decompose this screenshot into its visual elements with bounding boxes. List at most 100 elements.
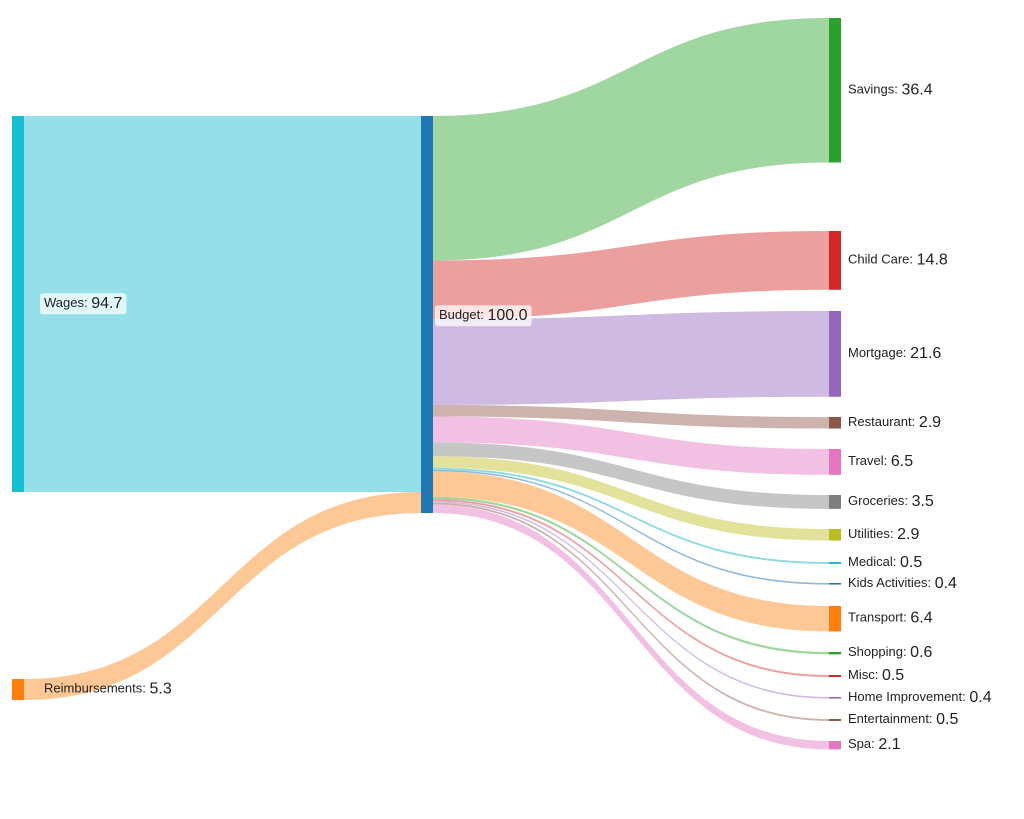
target-groceries-label-value: 3.5 [912,493,934,510]
hub-budget-label: Budget: 100.0 [435,305,532,327]
source-reimb-label: Reimbursements: 5.3 [44,681,172,698]
sankey-labels: Wages: 94.7 Reimbursements: 5.3 Budget: 10… [40,81,992,753]
node-travel [829,449,841,475]
link-budget-to-childcare [433,231,829,320]
target-travel-label-name: Travel: [848,453,891,468]
target-entertainment-label-name: Entertainment: [848,711,936,726]
node-kids [829,583,841,585]
svg-text:Child Care: 14.8: Child Care: 14.8 [848,252,948,269]
target-shopping-label-name: Shopping: [848,645,910,660]
target-medical-label: Medical: 0.5 [848,554,922,571]
link-budget-to-restaurant [433,405,829,429]
target-childcare-label: Child Care: 14.8 [848,252,948,269]
target-mortgage-label-value: 21.6 [910,345,941,362]
target-savings-label: Savings: 36.4 [848,81,933,98]
svg-text:Restaurant: 2.9: Restaurant: 2.9 [848,414,941,431]
svg-text:Wages: 94.7: Wages: 94.7 [44,295,122,312]
target-misc-label-value: 0.5 [882,667,904,684]
target-spa-label-name: Spa: [848,737,878,752]
node-shopping [829,652,841,655]
target-misc-label: Misc: 0.5 [848,667,904,684]
target-restaurant-label-value: 2.9 [919,414,941,431]
node-spa [829,741,841,750]
hub-budget-label-value: 100.0 [487,307,527,324]
node-childcare [829,231,841,290]
target-utilities-label-name: Utilities: [848,526,897,541]
link-budget-to-misc [433,499,829,677]
link-budget-to-travel [433,416,829,475]
link-budget-to-spa [433,504,829,750]
node-budget [421,116,433,513]
svg-text:Travel: 6.5: Travel: 6.5 [848,453,913,470]
node-mortgage [829,311,841,397]
target-mortgage-label: Mortgage: 21.6 [848,345,941,362]
svg-text:Utilities: 2.9: Utilities: 2.9 [848,526,919,543]
link-budget-to-transport [433,471,829,632]
target-medical-label-name: Medical: [848,554,900,569]
target-entertainment-label-value: 0.5 [936,711,958,728]
target-shopping-label-value: 0.6 [910,644,932,661]
node-misc [829,675,841,677]
link-budget-to-medical [433,467,829,564]
sankey-links [24,18,829,750]
svg-text:Misc: 0.5: Misc: 0.5 [848,667,904,684]
source-reimb-label-name: Reimbursements: [44,681,149,696]
link-wages-to-budget [24,116,421,492]
svg-text:Budget: 100.0: Budget: 100.0 [439,307,528,324]
target-transport-label-name: Transport: [848,610,910,625]
target-homeimp-label-name: Home Improvement: [848,689,969,704]
svg-text:Transport: 6.4: Transport: 6.4 [848,610,933,627]
target-medical-label-value: 0.5 [900,554,922,571]
link-budget-to-utilities [433,456,829,541]
target-childcare-label-name: Child Care: [848,252,917,267]
node-transport [829,606,841,632]
target-kids-label: Kids Activities: 0.4 [848,575,957,592]
target-transport-label: Transport: 6.4 [848,610,933,627]
link-budget-to-kids [433,469,829,585]
node-groceries [829,495,841,509]
target-groceries-label-name: Groceries: [848,493,912,508]
sankey-nodes [12,18,841,750]
source-wages-label-bg [40,293,127,315]
node-homeimp [829,697,841,699]
node-utilities [829,529,841,541]
svg-text:Groceries: 3.5: Groceries: 3.5 [848,493,934,510]
target-savings-label-value: 36.4 [901,81,932,98]
target-utilities-label: Utilities: 2.9 [848,526,919,543]
svg-text:Savings: 36.4: Savings: 36.4 [848,81,933,98]
svg-text:Mortgage: 21.6: Mortgage: 21.6 [848,345,941,362]
link-budget-to-shopping [433,496,829,655]
svg-text:Spa: 2.1: Spa: 2.1 [848,736,901,753]
target-travel-label-value: 6.5 [891,453,913,470]
hub-budget-label-bg [435,305,532,327]
target-homeimp-label: Home Improvement: 0.4 [848,689,992,706]
link-budget-to-mortgage [433,311,829,406]
hub-budget-label-name: Budget: [439,307,487,322]
link-budget-to-groceries [433,442,829,509]
node-reimb [12,679,24,701]
link-budget-to-savings [433,18,829,261]
node-savings [829,18,841,163]
target-shopping-label: Shopping: 0.6 [848,644,933,661]
source-wages-label-value: 94.7 [91,295,122,312]
target-homeimp-label-value: 0.4 [969,689,991,706]
node-wages [12,116,24,492]
target-misc-label-name: Misc: [848,667,882,682]
target-savings-label-name: Savings: [848,82,901,97]
target-groceries-label: Groceries: 3.5 [848,493,934,510]
target-utilities-label-value: 2.9 [897,526,919,543]
source-wages-label-name: Wages: [44,295,91,310]
target-restaurant-label: Restaurant: 2.9 [848,414,941,431]
target-kids-label-name: Kids Activities: [848,575,935,590]
svg-text:Home Improvement: 0.4: Home Improvement: 0.4 [848,689,992,706]
svg-text:Reimbursements: 5.3: Reimbursements: 5.3 [44,681,172,698]
svg-text:Medical: 0.5: Medical: 0.5 [848,554,922,571]
svg-text:Entertainment: 0.5: Entertainment: 0.5 [848,711,959,728]
link-budget-to-homeimp [433,501,829,699]
node-restaurant [829,417,841,429]
source-reimb-label-value: 5.3 [149,681,171,698]
target-restaurant-label-name: Restaurant: [848,414,919,429]
target-travel-label: Travel: 6.5 [848,453,913,470]
link-reimb-to-budget [24,491,421,701]
